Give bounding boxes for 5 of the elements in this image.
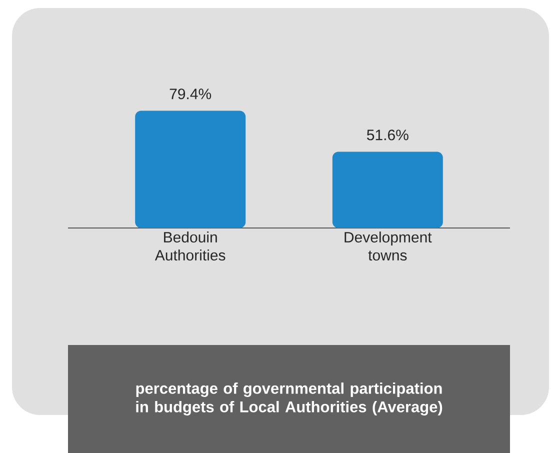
x-tick-label: Bedouin Authorities (154, 232, 226, 261)
data-label: 79.4% (170, 88, 212, 100)
data-label: 51.6% (366, 130, 408, 140)
text: percentage of governmental participation in budgets of Local Authorities (Average) (136, 382, 442, 416)
x-tick-label: Development towns (344, 232, 432, 261)
